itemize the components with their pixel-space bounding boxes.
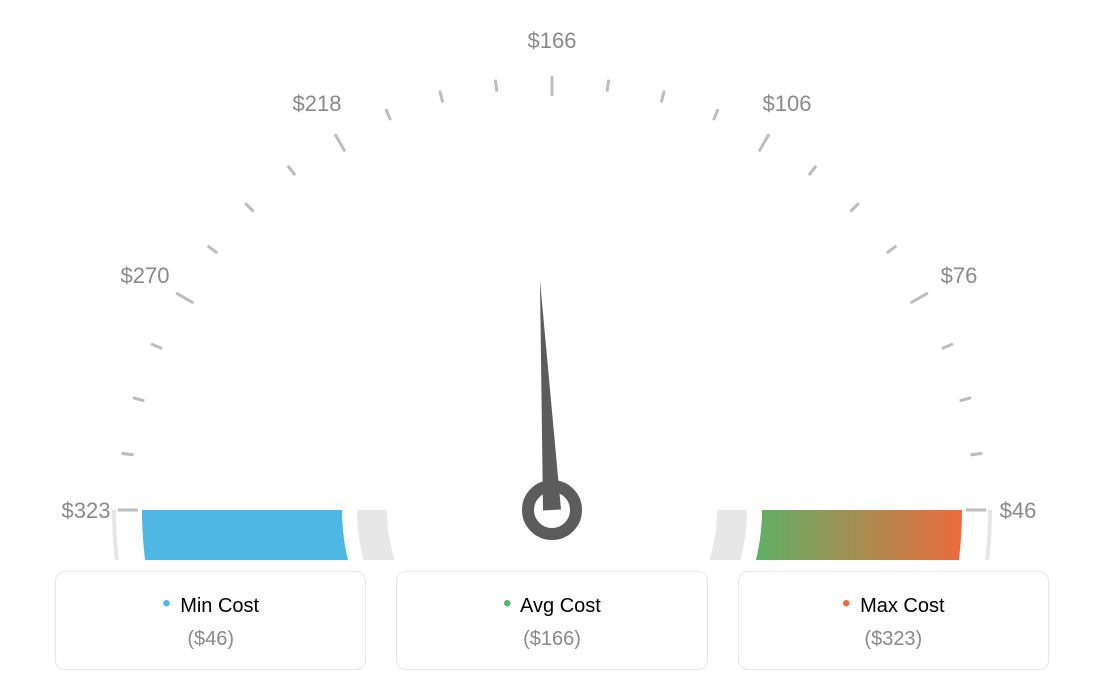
major-tick [727,160,754,207]
major-tick [202,308,249,335]
tick-label: $46 [1000,498,1037,523]
minor-tick [887,246,897,253]
gauge-area: $46 $76 $106 $166 $218 $270 $323 [0,0,1104,560]
minor-tick [970,453,982,455]
minor-tick [607,80,609,92]
gauge-chart-container: $46 $76 $106 $166 $218 $270 $323 • Min Cost ($… [0,0,1104,690]
major-tick-ext [335,134,345,151]
legend-card-max: • Max Cost ($323) [738,571,1049,670]
legend-value-avg: ($166) [407,628,696,651]
gauge-svg: $46 $76 $106 $166 $218 $270 $323 [0,0,1104,560]
tick-label: $166 [528,28,577,53]
legend-card-min: • Min Cost ($46) [55,571,366,670]
minor-tick [122,453,134,455]
legend-title-max: • Max Cost [749,590,1038,618]
legend-title-min: • Min Cost [66,590,355,618]
tick-label: $106 [763,91,812,116]
major-tick [855,308,902,335]
minor-tick [245,203,253,211]
minor-tick [942,344,953,349]
minor-tick [208,246,218,253]
legend-row: • Min Cost ($46) • Avg Cost ($166) • Max… [0,571,1104,670]
minor-tick [960,398,972,401]
legend-title-max-text: Max Cost [860,595,944,617]
minor-tick [386,109,391,120]
legend-title-min-text: Min Cost [180,595,259,617]
minor-tick [661,91,664,103]
dot-icon-avg: • [503,590,511,617]
tick-label: $323 [62,498,111,523]
dot-icon-max: • [842,590,850,617]
legend-card-avg: • Avg Cost ($166) [396,571,707,670]
major-tick-ext [759,134,769,151]
dot-icon-min: • [162,590,170,617]
minor-tick [288,166,295,176]
minor-tick [440,91,443,103]
minor-tick [713,109,718,120]
legend-title-avg-text: Avg Cost [520,595,601,617]
major-tick [350,160,377,207]
gauge-needle [540,280,561,510]
minor-tick [133,398,145,401]
legend-value-max: ($323) [749,628,1038,651]
minor-tick [151,344,162,349]
legend-value-min: ($46) [66,628,355,651]
minor-tick [809,166,816,176]
major-tick-ext [911,293,928,303]
tick-label: $218 [293,91,342,116]
minor-tick [850,203,858,211]
minor-tick [495,80,497,92]
legend-title-avg: • Avg Cost [407,590,696,618]
major-tick-ext [176,293,193,303]
tick-label: $270 [120,263,169,288]
tick-label: $76 [941,263,978,288]
